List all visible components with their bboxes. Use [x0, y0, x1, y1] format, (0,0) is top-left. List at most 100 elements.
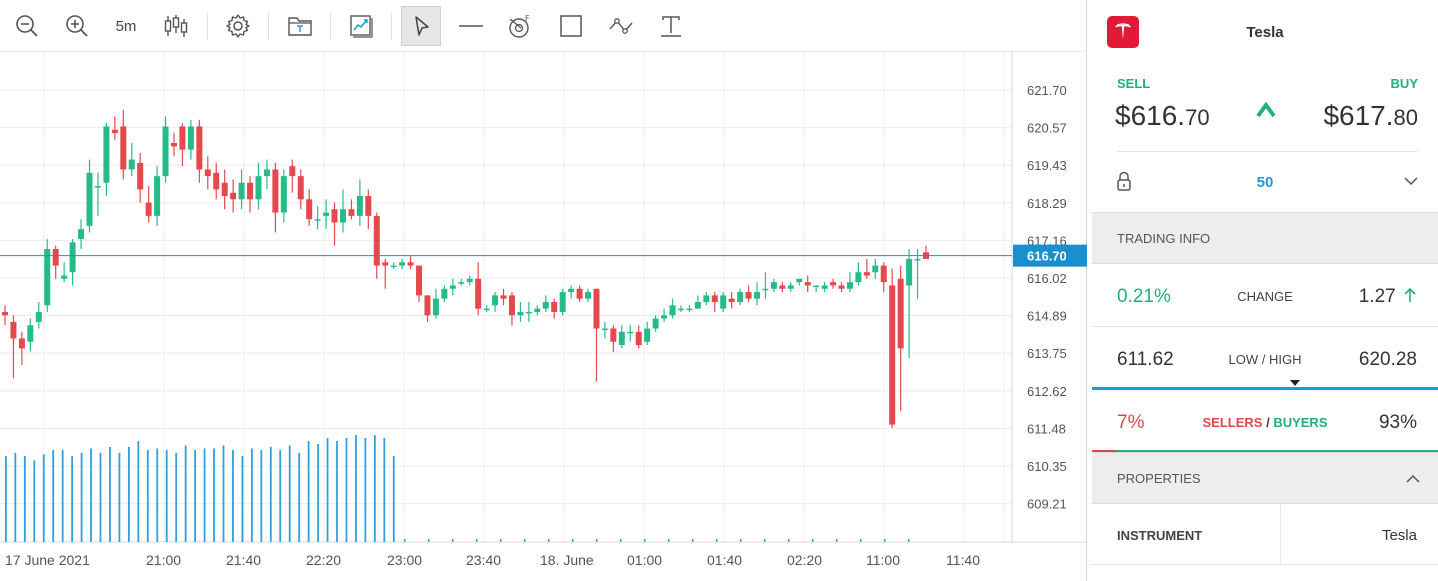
header-divider — [1117, 151, 1418, 152]
candle-body — [441, 288, 448, 299]
candle-body — [508, 295, 515, 316]
volume-bar — [764, 539, 766, 542]
volume-bar — [23, 455, 26, 542]
sell-price-decimals: 70 — [1185, 105, 1210, 130]
chart-type-button[interactable] — [156, 6, 196, 46]
candle-body — [154, 176, 161, 216]
toolbar-separator — [330, 12, 331, 40]
trading-info-header[interactable]: TRADING INFO — [1092, 212, 1438, 264]
volume-bar — [884, 539, 886, 542]
candle-body — [897, 278, 904, 349]
zoom-out-button[interactable] — [7, 6, 47, 46]
buy-price-decimals: 80 — [1393, 105, 1418, 130]
candle-body — [830, 282, 837, 286]
price-axis-label: 612.62 — [1027, 384, 1067, 399]
volume-bar — [175, 452, 178, 542]
candle-body — [669, 305, 676, 316]
indicators-button[interactable] — [341, 6, 381, 46]
time-axis-label: 11:00 — [866, 552, 900, 568]
candle-body — [280, 176, 287, 213]
time-axis-label: 23:00 — [387, 552, 422, 568]
candle-body — [694, 302, 701, 309]
price-axis-label: 619.43 — [1027, 158, 1067, 173]
volume-bar — [99, 452, 102, 542]
volume-bar — [404, 539, 406, 542]
candle-body — [737, 292, 744, 303]
candle-body — [475, 278, 482, 309]
candle-body — [230, 192, 237, 200]
low-high-label: LOW / HIGH — [1228, 352, 1302, 367]
volume-bar — [118, 452, 121, 542]
volume-bar — [52, 449, 55, 542]
lock-icon[interactable] — [1115, 170, 1133, 192]
trading-info-title: TRADING INFO — [1117, 231, 1211, 246]
volume-bar — [644, 539, 646, 542]
price-chart[interactable]: 621.70 620.57 619.43 618.29 617.16 616.02 614.… — [0, 52, 1087, 581]
candle-body — [407, 262, 414, 266]
volume-bar — [812, 539, 814, 542]
candle-body — [542, 302, 549, 309]
timeframe-button[interactable]: 5m — [106, 6, 146, 46]
leverage-value[interactable]: 50 — [1256, 174, 1274, 191]
candle-body — [872, 265, 879, 273]
volume-bar — [298, 452, 301, 542]
candle-body — [804, 282, 811, 286]
volume-bar — [572, 539, 574, 542]
candle-body — [821, 285, 828, 289]
sentiment-bar — [1092, 450, 1438, 453]
property-row-instrument: INSTRUMENT Tesla — [1092, 505, 1438, 565]
candle-body — [416, 265, 423, 296]
time-axis-label: 23:40 — [466, 552, 501, 568]
price-axis-label: 613.75 — [1027, 346, 1067, 361]
candle-body — [128, 159, 135, 170]
candle-body — [432, 298, 439, 316]
properties-header[interactable]: PROPERTIES — [1092, 452, 1438, 504]
settings-button[interactable] — [218, 6, 258, 46]
candle-body — [728, 298, 735, 303]
volume-bar — [250, 448, 253, 542]
candle-body — [27, 325, 34, 342]
volume-bar — [364, 438, 367, 542]
volume-bar — [33, 460, 36, 542]
horizontal-line-tool-button[interactable] — [451, 6, 491, 46]
templates-button[interactable] — [280, 6, 320, 46]
volume-bar — [355, 435, 357, 542]
candle-body — [551, 302, 558, 312]
time-axis-label: 22:20 — [306, 552, 341, 568]
zoom-in-button[interactable] — [57, 6, 97, 46]
candle-body — [78, 229, 85, 240]
volume-bar — [269, 446, 272, 542]
price-axis-label: 610.35 — [1027, 459, 1067, 474]
candle-body — [568, 288, 575, 293]
candle-body — [559, 292, 566, 312]
volume-bar — [90, 448, 92, 542]
rectangle-tool-button[interactable] — [551, 6, 591, 46]
candle-body — [187, 126, 194, 150]
volume-bar — [428, 539, 430, 542]
tesla-logo-icon — [1115, 23, 1131, 39]
path-tool-button[interactable] — [601, 6, 641, 46]
candle-body — [86, 172, 93, 226]
fibonacci-tool-button[interactable]: F — [500, 6, 540, 46]
low-high-range-bar — [1092, 387, 1438, 390]
chevron-down-icon[interactable] — [1404, 176, 1418, 186]
buy-price-button[interactable]: $617.80 — [1323, 100, 1418, 132]
volume-bar — [836, 539, 838, 542]
volume-bar — [345, 438, 348, 542]
candle-body — [331, 209, 338, 223]
rectangle-icon — [560, 15, 582, 37]
volume-bar — [383, 438, 386, 542]
volume-bar — [476, 539, 478, 542]
candle-body — [652, 318, 659, 329]
property-divider — [1280, 505, 1281, 565]
time-axis-label: 02:20 — [787, 552, 822, 568]
volume-bar — [317, 443, 319, 542]
cursor-tool-button[interactable] — [401, 6, 441, 46]
text-tool-button[interactable] — [651, 6, 691, 46]
candle-body — [863, 272, 870, 276]
chevron-up-icon[interactable] — [1406, 474, 1420, 484]
candle-body — [787, 285, 794, 289]
candle-body — [686, 308, 693, 311]
sell-price-button[interactable]: $616.70 — [1115, 100, 1210, 132]
